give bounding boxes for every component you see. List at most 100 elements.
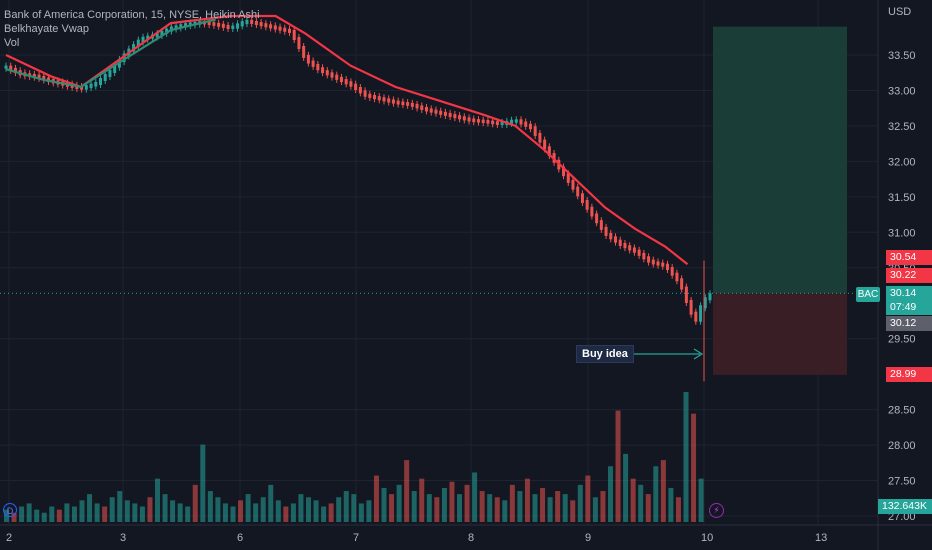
volume-bar: [328, 503, 334, 522]
candle-body: [184, 23, 188, 28]
candle-body: [637, 249, 641, 256]
y-tick-label: 31.50: [888, 192, 916, 204]
volume-bar: [389, 494, 395, 522]
y-tick-label: 33.50: [888, 50, 916, 62]
x-tick-label: 10: [701, 532, 713, 544]
candle-body: [580, 193, 584, 204]
candle-body: [165, 28, 169, 34]
candle-body: [609, 232, 613, 240]
volume-bar: [419, 478, 425, 522]
volume-bar: [494, 497, 500, 522]
x-tick-label: 7: [353, 532, 359, 544]
candle-body: [98, 78, 102, 85]
candle-body: [155, 33, 159, 38]
volume-bar: [479, 491, 485, 522]
buy-idea-annotation[interactable]: Buy idea: [576, 345, 634, 363]
x-tick-label: 2: [6, 532, 12, 544]
volume-bar: [585, 475, 591, 522]
candle-body: [13, 67, 17, 74]
candle-body: [188, 22, 192, 27]
candle-body: [373, 95, 377, 100]
legend-indicator-vwap[interactable]: Belkhayate Vwap: [4, 23, 89, 35]
candle-body: [647, 256, 651, 263]
volume-bar: [222, 503, 228, 522]
price-tag-current: 30.12: [886, 316, 932, 331]
candle-body: [9, 65, 13, 71]
candle-body: [221, 23, 225, 28]
dividend-icon[interactable]: D: [3, 503, 17, 517]
x-tick-label: 13: [815, 532, 827, 544]
candle-body: [306, 54, 310, 64]
candle-body: [689, 299, 693, 315]
y-tick-label: 27.00: [888, 511, 916, 523]
candle-body: [618, 239, 622, 246]
volume-bar: [162, 494, 168, 522]
y-tick-label: 27.50: [888, 476, 916, 488]
candle-body: [448, 112, 452, 118]
volume-bar: [577, 484, 583, 522]
volume-bar: [306, 497, 311, 522]
candle-body: [585, 200, 589, 210]
volume-bar: [26, 503, 32, 522]
volume-bar: [147, 497, 153, 522]
candle-body: [434, 109, 438, 114]
volume-bar: [71, 506, 77, 522]
price-tag-last: 30.14: [886, 286, 932, 301]
volume-bar: [600, 491, 606, 522]
candle-body: [481, 119, 485, 124]
volume-bar: [283, 506, 289, 522]
volume-bar: [41, 512, 47, 522]
x-tick-label: 8: [468, 532, 474, 544]
volume-bar: [245, 494, 251, 522]
candle-body: [283, 27, 287, 32]
volume-bar: [404, 460, 410, 522]
candle-body: [94, 81, 98, 87]
price-tag-red: 30.22: [886, 268, 932, 283]
volume-bar: [660, 460, 666, 522]
candle-body: [533, 126, 537, 136]
volume-bar: [449, 481, 455, 522]
candle-body: [217, 22, 221, 27]
volume-bar: [366, 500, 372, 522]
candle-body: [245, 19, 249, 25]
candle-body: [273, 25, 277, 30]
legend-symbol[interactable]: Bank of America Corporation, 15, NYSE, H…: [4, 9, 260, 21]
candle-body: [429, 108, 433, 113]
candle-body: [439, 110, 443, 115]
candle-body: [406, 102, 410, 106]
candle-body: [231, 25, 235, 30]
candle-body: [330, 72, 334, 78]
legend-indicator-vol[interactable]: Vol: [4, 37, 20, 49]
volume-bar: [562, 494, 568, 522]
candle-body: [179, 24, 183, 29]
candle-body: [543, 139, 547, 150]
candle-body: [623, 242, 627, 249]
candle-body: [500, 121, 504, 125]
volume-bar: [555, 491, 561, 522]
volume-bar: [426, 494, 432, 522]
volume-bar: [411, 491, 417, 522]
volume-bar: [396, 484, 402, 522]
candle-body: [661, 262, 665, 267]
currency-label[interactable]: USD: [888, 6, 912, 18]
volume-bar: [668, 487, 674, 522]
candle-body: [684, 286, 688, 303]
volume-bar: [87, 494, 93, 522]
candle-body: [524, 121, 528, 127]
volume-bar: [464, 484, 470, 522]
candle-body: [311, 60, 315, 67]
candle-body: [264, 23, 268, 28]
candle-body: [84, 85, 88, 90]
candle-body: [443, 111, 447, 116]
y-tick-label: 32.00: [888, 156, 916, 168]
volume-bar: [645, 494, 651, 522]
candle-body: [325, 70, 329, 76]
volume-bar: [547, 497, 553, 522]
candle-body: [349, 81, 353, 87]
y-tick-label: 29.50: [888, 334, 916, 346]
earnings-bolt-icon[interactable]: ⚡: [709, 503, 724, 518]
volume-bar: [94, 503, 100, 522]
candle-body: [387, 98, 391, 103]
candle-body: [420, 105, 424, 110]
